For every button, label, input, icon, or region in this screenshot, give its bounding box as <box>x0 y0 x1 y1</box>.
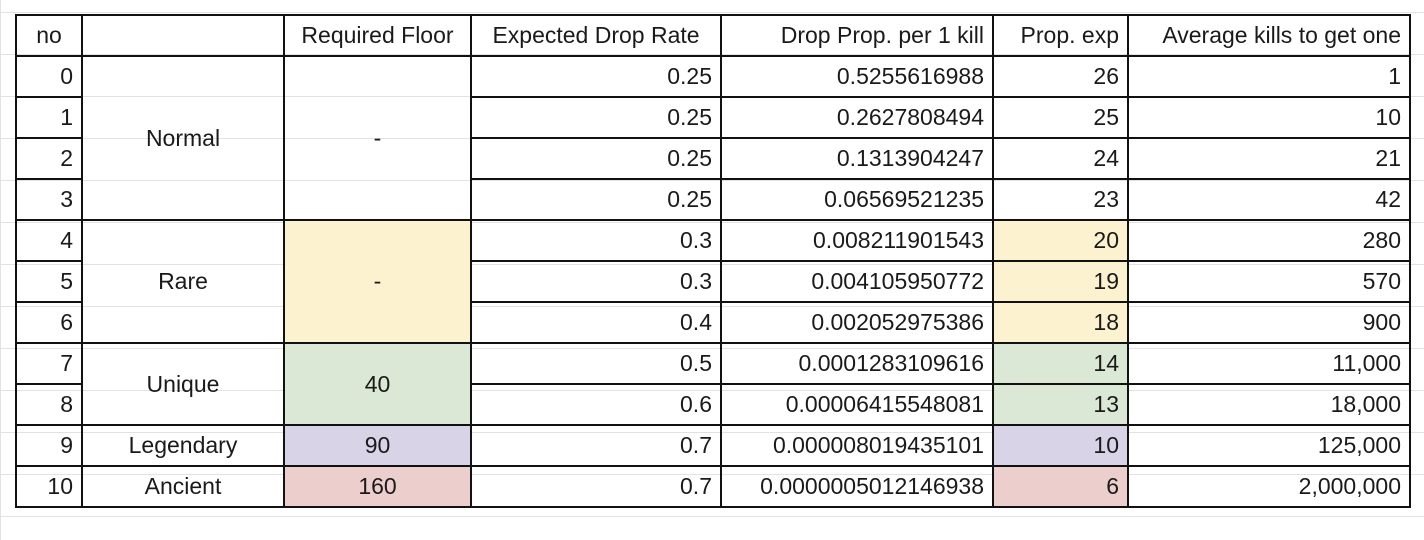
cell-exp[interactable]: 18 <box>992 301 1129 344</box>
cell-prop[interactable]: 0.0001283109616 <box>720 342 994 385</box>
header-expected-drop-rate[interactable]: Expected Drop Rate <box>470 14 722 57</box>
cell-no[interactable]: 7 <box>15 342 83 385</box>
cell-no[interactable]: 9 <box>15 424 83 467</box>
cell-grade-rare[interactable]: Rare <box>81 219 285 344</box>
cell-exp[interactable]: 20 <box>992 219 1129 262</box>
cell-prop[interactable]: 0.06569521235 <box>720 178 994 221</box>
cell-grade-normal[interactable]: Normal <box>81 55 285 221</box>
cell-floor-rare[interactable]: - <box>283 219 472 344</box>
cell-prop[interactable]: 0.008211901543 <box>720 219 994 262</box>
cell-rate[interactable]: 0.5 <box>470 342 722 385</box>
header-prop-exp[interactable]: Prop. exp <box>992 14 1129 57</box>
cell-no[interactable]: 3 <box>15 178 83 221</box>
cell-no[interactable]: 0 <box>15 55 83 98</box>
cell-grade-ancient[interactable]: Ancient <box>81 465 285 508</box>
header-grade[interactable] <box>81 14 285 57</box>
cell-exp[interactable]: 19 <box>992 260 1129 303</box>
header-row: no Required Floor Expected Drop Rate Dro… <box>15 14 1411 57</box>
cell-rate[interactable]: 0.25 <box>470 55 722 98</box>
table-row: 1 0.25 0.2627808494 25 10 <box>15 96 1411 139</box>
cell-grade-unique[interactable]: Unique <box>81 342 285 426</box>
cell-no[interactable]: 8 <box>15 383 83 426</box>
cell-kills[interactable]: 280 <box>1127 219 1411 262</box>
cell-kills[interactable]: 21 <box>1127 137 1411 180</box>
cell-prop[interactable]: 0.00006415548081 <box>720 383 994 426</box>
cell-exp[interactable]: 26 <box>992 55 1129 98</box>
cell-exp[interactable]: 25 <box>992 96 1129 139</box>
cell-no[interactable]: 6 <box>15 301 83 344</box>
table-row: 3 0.25 0.06569521235 23 42 <box>15 178 1411 221</box>
cell-rate[interactable]: 0.7 <box>470 424 722 467</box>
cell-kills[interactable]: 900 <box>1127 301 1411 344</box>
table-row: 8 0.6 0.00006415548081 13 18,000 <box>15 383 1411 426</box>
cell-prop[interactable]: 0.004105950772 <box>720 260 994 303</box>
header-no[interactable]: no <box>15 14 83 57</box>
cell-rate[interactable]: 0.25 <box>470 178 722 221</box>
cell-exp[interactable]: 14 <box>992 342 1129 385</box>
cell-exp[interactable]: 23 <box>992 178 1129 221</box>
cell-kills[interactable]: 42 <box>1127 178 1411 221</box>
cell-rate[interactable]: 0.6 <box>470 383 722 426</box>
table-row: 5 0.3 0.004105950772 19 570 <box>15 260 1411 303</box>
cell-kills[interactable]: 18,000 <box>1127 383 1411 426</box>
cell-prop[interactable]: 0.002052975386 <box>720 301 994 344</box>
header-drop-prop[interactable]: Drop Prop. per 1 kill <box>720 14 994 57</box>
table-row: 2 0.25 0.1313904247 24 21 <box>15 137 1411 180</box>
cell-rate[interactable]: 0.7 <box>470 465 722 508</box>
cell-no[interactable]: 4 <box>15 219 83 262</box>
cell-prop[interactable]: 0.000008019435101 <box>720 424 994 467</box>
cell-no[interactable]: 5 <box>15 260 83 303</box>
table-row: 9 Legendary 90 0.7 0.000008019435101 10 … <box>15 424 1411 467</box>
cell-prop[interactable]: 0.0000005012146938 <box>720 465 994 508</box>
cell-no[interactable]: 1 <box>15 96 83 139</box>
cell-exp[interactable]: 24 <box>992 137 1129 180</box>
cell-floor-ancient[interactable]: 160 <box>283 465 472 508</box>
table-row: 6 0.4 0.002052975386 18 900 <box>15 301 1411 344</box>
drop-rate-table: no Required Floor Expected Drop Rate Dro… <box>15 14 1411 508</box>
cell-prop[interactable]: 0.5255616988 <box>720 55 994 98</box>
cell-prop[interactable]: 0.1313904247 <box>720 137 994 180</box>
cell-rate[interactable]: 0.3 <box>470 219 722 262</box>
table-row: 4 Rare - 0.3 0.008211901543 20 280 <box>15 219 1411 344</box>
header-required-floor[interactable]: Required Floor <box>283 14 472 57</box>
table-row: 10 Ancient 160 0.7 0.0000005012146938 6 … <box>15 465 1411 508</box>
cell-no[interactable]: 2 <box>15 137 83 180</box>
cell-exp[interactable]: 10 <box>992 424 1129 467</box>
cell-rate[interactable]: 0.25 <box>470 137 722 180</box>
cell-kills[interactable]: 10 <box>1127 96 1411 139</box>
cell-kills[interactable]: 125,000 <box>1127 424 1411 467</box>
cell-exp[interactable]: 13 <box>992 383 1129 426</box>
cell-kills[interactable]: 11,000 <box>1127 342 1411 385</box>
cell-exp[interactable]: 6 <box>992 465 1129 508</box>
cell-floor-unique[interactable]: 40 <box>283 342 472 426</box>
cell-kills[interactable]: 570 <box>1127 260 1411 303</box>
header-average-kills[interactable]: Average kills to get one <box>1127 14 1411 57</box>
cell-prop[interactable]: 0.2627808494 <box>720 96 994 139</box>
cell-rate[interactable]: 0.4 <box>470 301 722 344</box>
table-row: 7 Unique 40 0.5 0.0001283109616 14 11,00… <box>15 342 1411 426</box>
cell-kills[interactable]: 1 <box>1127 55 1411 98</box>
cell-floor-normal[interactable]: - <box>283 55 472 221</box>
table-row: 0 Normal - 0.25 0.5255616988 26 1 <box>15 55 1411 221</box>
cell-grade-legendary[interactable]: Legendary <box>81 424 285 467</box>
cell-no[interactable]: 10 <box>15 465 83 508</box>
cell-rate[interactable]: 0.3 <box>470 260 722 303</box>
cell-floor-legendary[interactable]: 90 <box>283 424 472 467</box>
cell-kills[interactable]: 2,000,000 <box>1127 465 1411 508</box>
cell-rate[interactable]: 0.25 <box>470 96 722 139</box>
